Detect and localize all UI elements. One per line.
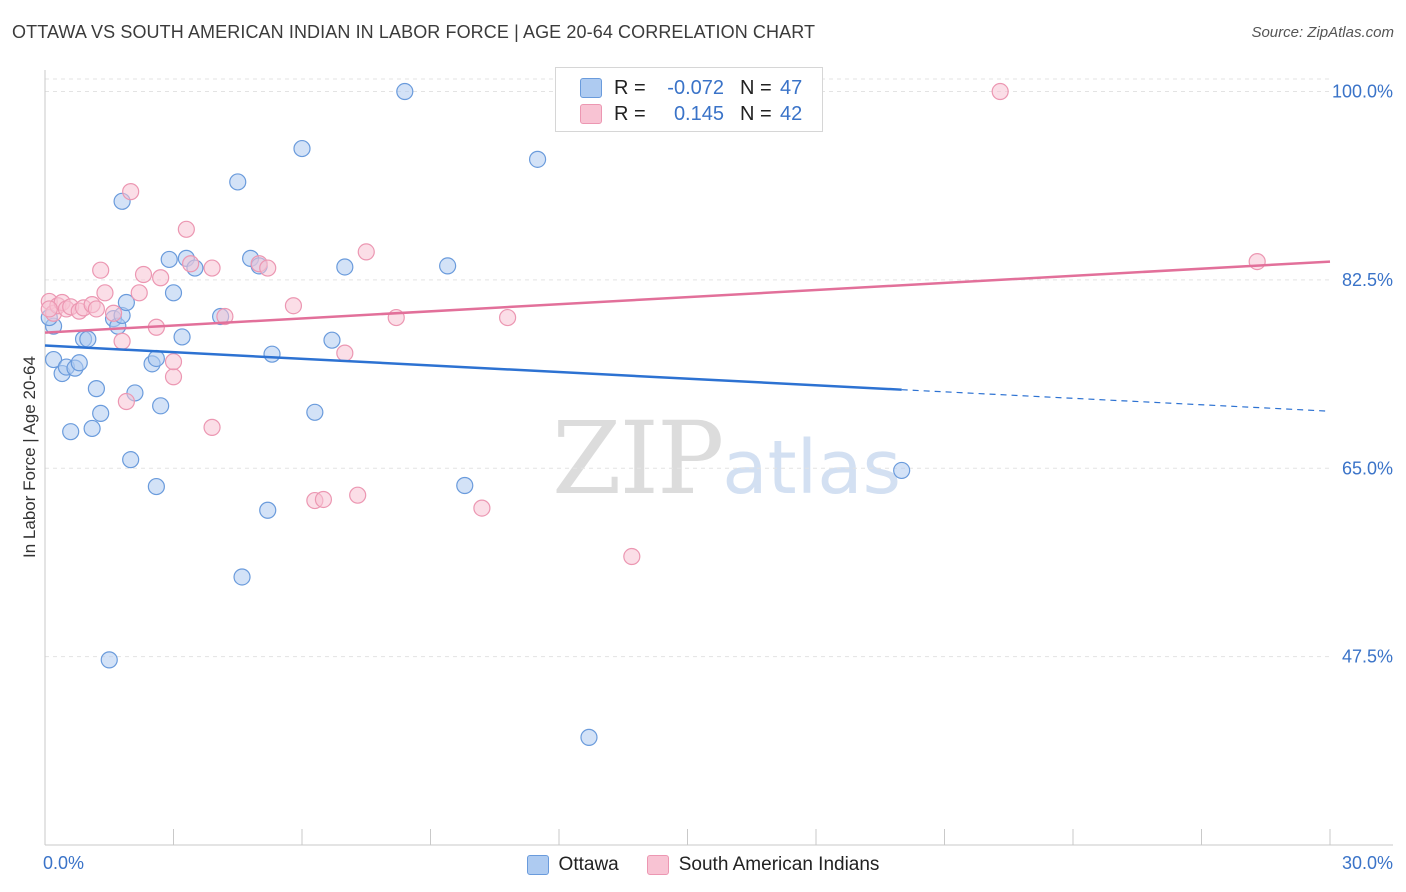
data-point-ottawa	[164, 284, 183, 302]
data-point-ottawa	[259, 501, 277, 519]
data-point-south-american-indians	[177, 220, 195, 238]
legend-swatch-ottawa	[580, 78, 602, 98]
y-tick-label: 100.0%	[1332, 82, 1393, 102]
trend-line-south-american-indians	[44, 260, 1331, 334]
legend-swatch-south-american-indians	[580, 104, 602, 124]
data-point-south-american-indians	[991, 82, 1009, 101]
data-point-ottawa	[336, 258, 354, 276]
data-point-ottawa	[263, 345, 281, 363]
data-point-south-american-indians	[104, 304, 123, 322]
y-tick-label: 47.5%	[1342, 647, 1393, 667]
data-point-south-american-indians	[164, 353, 183, 371]
series-legend: Ottawa South American Indians	[0, 852, 1406, 878]
data-point-south-american-indians	[122, 183, 140, 201]
data-point-south-american-indians	[259, 259, 277, 277]
data-point-ottawa	[439, 257, 457, 275]
trend-line-ottawa	[44, 344, 902, 391]
data-point-south-american-indians	[284, 297, 303, 315]
data-point-south-american-indians	[314, 490, 333, 509]
data-point-ottawa	[323, 331, 341, 349]
data-point-ottawa	[100, 651, 118, 669]
x-tick-label: 30.0%	[1342, 853, 1393, 873]
data-point-ottawa	[160, 250, 178, 269]
source-label: Source: ZipAtlas.com	[1251, 24, 1394, 41]
data-point-south-american-indians	[113, 332, 131, 350]
data-point-ottawa	[233, 568, 251, 586]
series-swatch-ottawa	[526, 855, 549, 875]
correlation-legend: R = -0.072 N = 47 R = 0.145 N = 42	[555, 67, 823, 132]
data-point-ottawa	[893, 461, 911, 480]
data-point-ottawa	[83, 419, 101, 438]
data-point-ottawa	[117, 293, 135, 312]
data-point-ottawa	[92, 404, 110, 422]
data-point-ottawa	[456, 476, 474, 495]
data-point-ottawa	[306, 403, 324, 421]
legend-row-ottawa: R = -0.072 N = 47	[580, 76, 802, 100]
data-point-ottawa	[62, 423, 80, 441]
legend-r-value: -0.072	[667, 76, 724, 99]
data-point-ottawa	[293, 139, 311, 158]
series-label-ottawa: Ottawa	[558, 854, 619, 875]
data-point-south-american-indians	[117, 392, 135, 411]
data-point-south-american-indians	[130, 284, 148, 302]
legend-n-label: N =	[740, 76, 772, 99]
data-point-ottawa	[580, 728, 598, 746]
trend-line-extension-ottawa	[901, 389, 1331, 412]
data-point-ottawa	[122, 451, 140, 469]
data-point-south-american-indians	[182, 255, 200, 273]
y-tick-label: 82.5%	[1342, 270, 1393, 290]
y-tick-label: 65.0%	[1342, 458, 1393, 478]
data-point-ottawa	[152, 397, 170, 415]
data-point-south-american-indians	[1248, 252, 1266, 271]
data-point-ottawa	[44, 350, 63, 369]
series-legend-ottawa[interactable]: Ottawa	[526, 854, 619, 876]
watermark-zip: ZIP	[552, 400, 724, 517]
legend-r-label: R =	[614, 102, 646, 125]
legend-n-value: 42	[780, 102, 803, 125]
data-point-south-american-indians	[349, 486, 367, 504]
legend-row-south-american-indians: R = 0.145 N = 42	[580, 102, 802, 126]
data-point-south-american-indians	[203, 418, 221, 436]
data-point-ottawa	[70, 354, 88, 372]
data-point-south-american-indians	[92, 261, 110, 279]
data-point-ottawa	[87, 380, 106, 398]
data-point-ottawa	[147, 477, 165, 496]
data-point-south-american-indians	[96, 284, 114, 302]
x-tick-label: 0.0%	[43, 853, 84, 873]
data-point-ottawa	[147, 349, 165, 368]
data-point-south-american-indians	[499, 308, 517, 327]
data-point-south-american-indians	[152, 269, 170, 287]
data-point-south-american-indians	[87, 300, 106, 318]
data-point-ottawa	[79, 330, 97, 348]
legend-r-label: R =	[614, 76, 646, 99]
series-label-south-american-indians: South American Indians	[678, 854, 880, 875]
data-point-south-american-indians	[473, 499, 491, 517]
data-point-south-american-indians	[357, 243, 375, 261]
data-point-south-american-indians	[336, 344, 354, 362]
data-point-south-american-indians	[623, 547, 641, 566]
series-swatch-south-american-indians	[646, 855, 669, 875]
data-point-south-american-indians	[164, 368, 183, 386]
data-point-south-american-indians	[216, 307, 234, 326]
data-point-ottawa	[396, 82, 414, 101]
data-point-ottawa	[173, 328, 191, 346]
data-point-south-american-indians	[40, 300, 58, 318]
data-point-ottawa	[528, 150, 547, 168]
data-point-south-american-indians	[134, 265, 153, 284]
legend-n-label: N =	[740, 102, 772, 125]
legend-n-value: 47	[780, 76, 803, 99]
series-legend-south-american-indians[interactable]: South American Indians	[646, 854, 880, 876]
legend-r-value: 0.145	[673, 102, 724, 125]
data-point-south-american-indians	[203, 259, 221, 277]
chart-title: OTTAWA VS SOUTH AMERICAN INDIAN IN LABOR…	[12, 22, 816, 42]
data-point-ottawa	[229, 173, 247, 191]
